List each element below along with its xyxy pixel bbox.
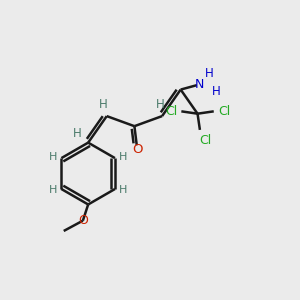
Text: H: H	[119, 152, 128, 162]
Text: O: O	[133, 143, 143, 156]
Text: H: H	[49, 185, 57, 196]
Text: H: H	[205, 68, 214, 80]
Text: H: H	[73, 127, 81, 140]
Text: Cl: Cl	[218, 105, 230, 118]
Text: N: N	[195, 78, 205, 91]
Text: H: H	[119, 185, 128, 196]
Text: O: O	[78, 214, 88, 227]
Text: Cl: Cl	[165, 105, 177, 118]
Text: H: H	[49, 152, 57, 162]
Text: H: H	[212, 85, 220, 98]
Text: H: H	[156, 98, 165, 111]
Text: H: H	[99, 98, 108, 111]
Text: Cl: Cl	[199, 134, 211, 147]
